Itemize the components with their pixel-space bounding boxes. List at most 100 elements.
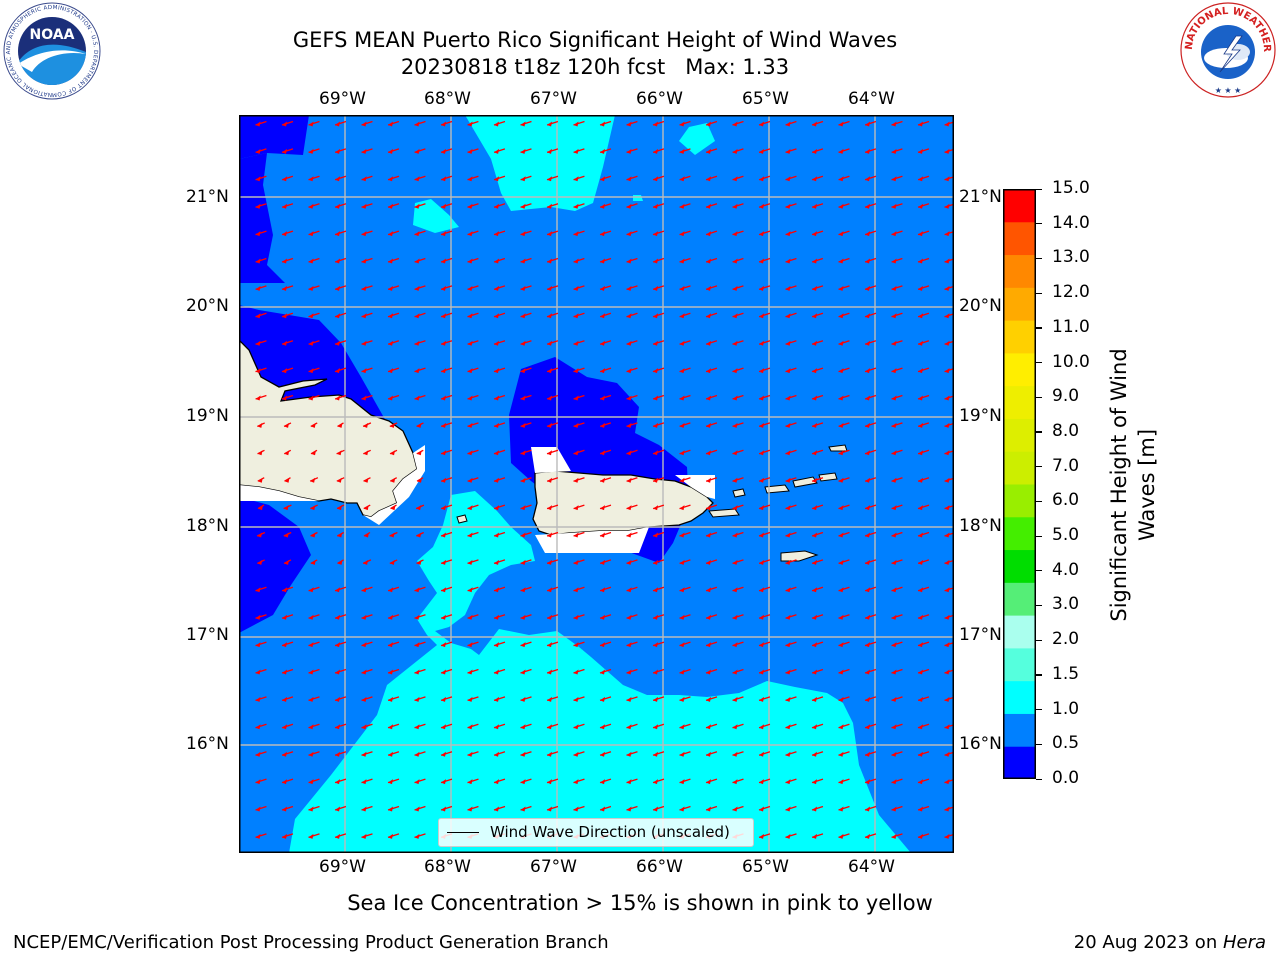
direction-arrow-head [388, 340, 394, 346]
direction-arrow-head [310, 559, 316, 565]
direction-arrow-head [335, 148, 341, 154]
direction-arrow-head [891, 587, 897, 593]
direction-arrow-head [467, 505, 473, 511]
direction-arrow-head [494, 559, 500, 565]
direction-arrow-head [838, 395, 844, 401]
direction-arrow-head [732, 614, 738, 620]
direction-arrow-head [918, 614, 924, 620]
direction-arrow-head [467, 477, 473, 483]
direction-arrow-head [388, 806, 394, 812]
direction-arrow-head [494, 477, 500, 483]
direction-arrow-head [944, 203, 950, 209]
wave-band-0-0.5 [239, 497, 311, 633]
direction-arrow-head [838, 368, 844, 374]
direction-arrow-head [865, 258, 871, 264]
direction-arrow-head [520, 669, 526, 675]
colorbar-tick-mark [1036, 257, 1042, 260]
direction-arrow-head [520, 696, 526, 702]
direction-arrow-head [865, 450, 871, 456]
colorbar-label: Significant Height of Wind Waves [m] [1104, 250, 1160, 720]
direction-arrow-head [467, 642, 473, 648]
direction-arrow-head [759, 231, 765, 237]
direction-arrow-head [573, 121, 579, 127]
virgin-islands [764, 484, 790, 494]
direction-arrow-head [732, 587, 738, 593]
direction-arrow-head [706, 751, 712, 757]
colorbar-tick-mark [1036, 292, 1042, 294]
direction-arrow-head [865, 395, 871, 401]
direction-arrow-head [626, 313, 632, 319]
direction-arrow-head [891, 422, 897, 428]
direction-arrow-head [467, 176, 473, 182]
direction-arrow-head [573, 258, 579, 264]
direction-arrow-head [891, 340, 897, 346]
direction-arrow-head [785, 587, 791, 593]
direction-arrow-head [679, 121, 685, 127]
direction-arrow-head [812, 559, 818, 565]
direction-arrow-head [785, 258, 791, 264]
colorbar-segment [1003, 746, 1036, 780]
direction-arrow-head [759, 368, 765, 374]
direction-arrow-head [812, 806, 818, 812]
direction-arrow-head [600, 505, 606, 511]
direction-arrow-head [308, 669, 314, 675]
direction-arrow-head [467, 340, 473, 346]
direction-arrow-head [865, 696, 871, 702]
lon-label-top: 68°W [424, 89, 471, 109]
direction-arrow-head [759, 779, 765, 785]
direction-arrow-head [679, 751, 685, 757]
colorbar-segment [1003, 549, 1036, 583]
direction-arrow-head [520, 121, 526, 127]
direction-arrow-head [759, 340, 765, 346]
direction-arrow-head [573, 450, 579, 456]
direction-arrow-head [441, 642, 447, 648]
wind-wave-direction-arrows [255, 120, 954, 839]
direction-arrow-head [865, 724, 871, 730]
direction-arrow-head [467, 203, 473, 209]
direction-arrow-head [865, 751, 871, 757]
direction-arrow-head [812, 368, 818, 374]
direction-arrow-head [361, 395, 367, 401]
direction-arrow-head [441, 587, 447, 593]
direction-arrow-head [812, 477, 818, 483]
direction-arrow-head [414, 231, 420, 237]
direction-arrow-head [573, 368, 579, 374]
direction-arrow-head [759, 176, 765, 182]
direction-arrow-head [494, 587, 500, 593]
direction-arrow-head [653, 203, 659, 209]
direction-arrow-head [891, 285, 897, 291]
direction-arrow-head [600, 587, 606, 593]
direction-arrow-head [547, 751, 553, 757]
direction-arrow-head [547, 806, 553, 812]
direction-arrow-head [257, 422, 263, 428]
direction-arrow-head [626, 806, 632, 812]
direction-arrow-head [414, 395, 420, 401]
colorbar-tick-label: 15.0 [1052, 178, 1090, 198]
direction-arrow-head [308, 176, 314, 182]
direction-arrow-head [653, 176, 659, 182]
direction-arrow-head [732, 285, 738, 291]
direction-arrow-head [335, 258, 341, 264]
svg-text:★ ★ ★: ★ ★ ★ [1215, 86, 1242, 95]
direction-arrow-head [653, 313, 659, 319]
direction-arrow-head [520, 642, 526, 648]
direction-arrow-head [416, 450, 422, 456]
svg-text:Significant Height of Wind: Significant Height of Wind [1107, 348, 1131, 621]
direction-arrow-head [732, 751, 738, 757]
colorbar-segment [1003, 484, 1036, 518]
lat-label-right: 18°N [959, 516, 1002, 536]
direction-arrow-head [891, 231, 897, 237]
direction-arrow-head [759, 121, 765, 127]
direction-arrow-head [785, 642, 791, 648]
direction-arrow-head [600, 669, 606, 675]
direction-arrow-head [416, 559, 422, 565]
direction-arrow-head [414, 806, 420, 812]
direction-arrow-head [390, 477, 396, 483]
colorbar-segment [1003, 221, 1036, 256]
direction-arrow-head [891, 696, 897, 702]
direction-arrow-head [785, 532, 791, 538]
direction-arrow-head [679, 532, 685, 538]
direction-arrow-head [838, 450, 844, 456]
direction-arrow-head [308, 696, 314, 702]
direction-arrow-head [732, 559, 738, 565]
